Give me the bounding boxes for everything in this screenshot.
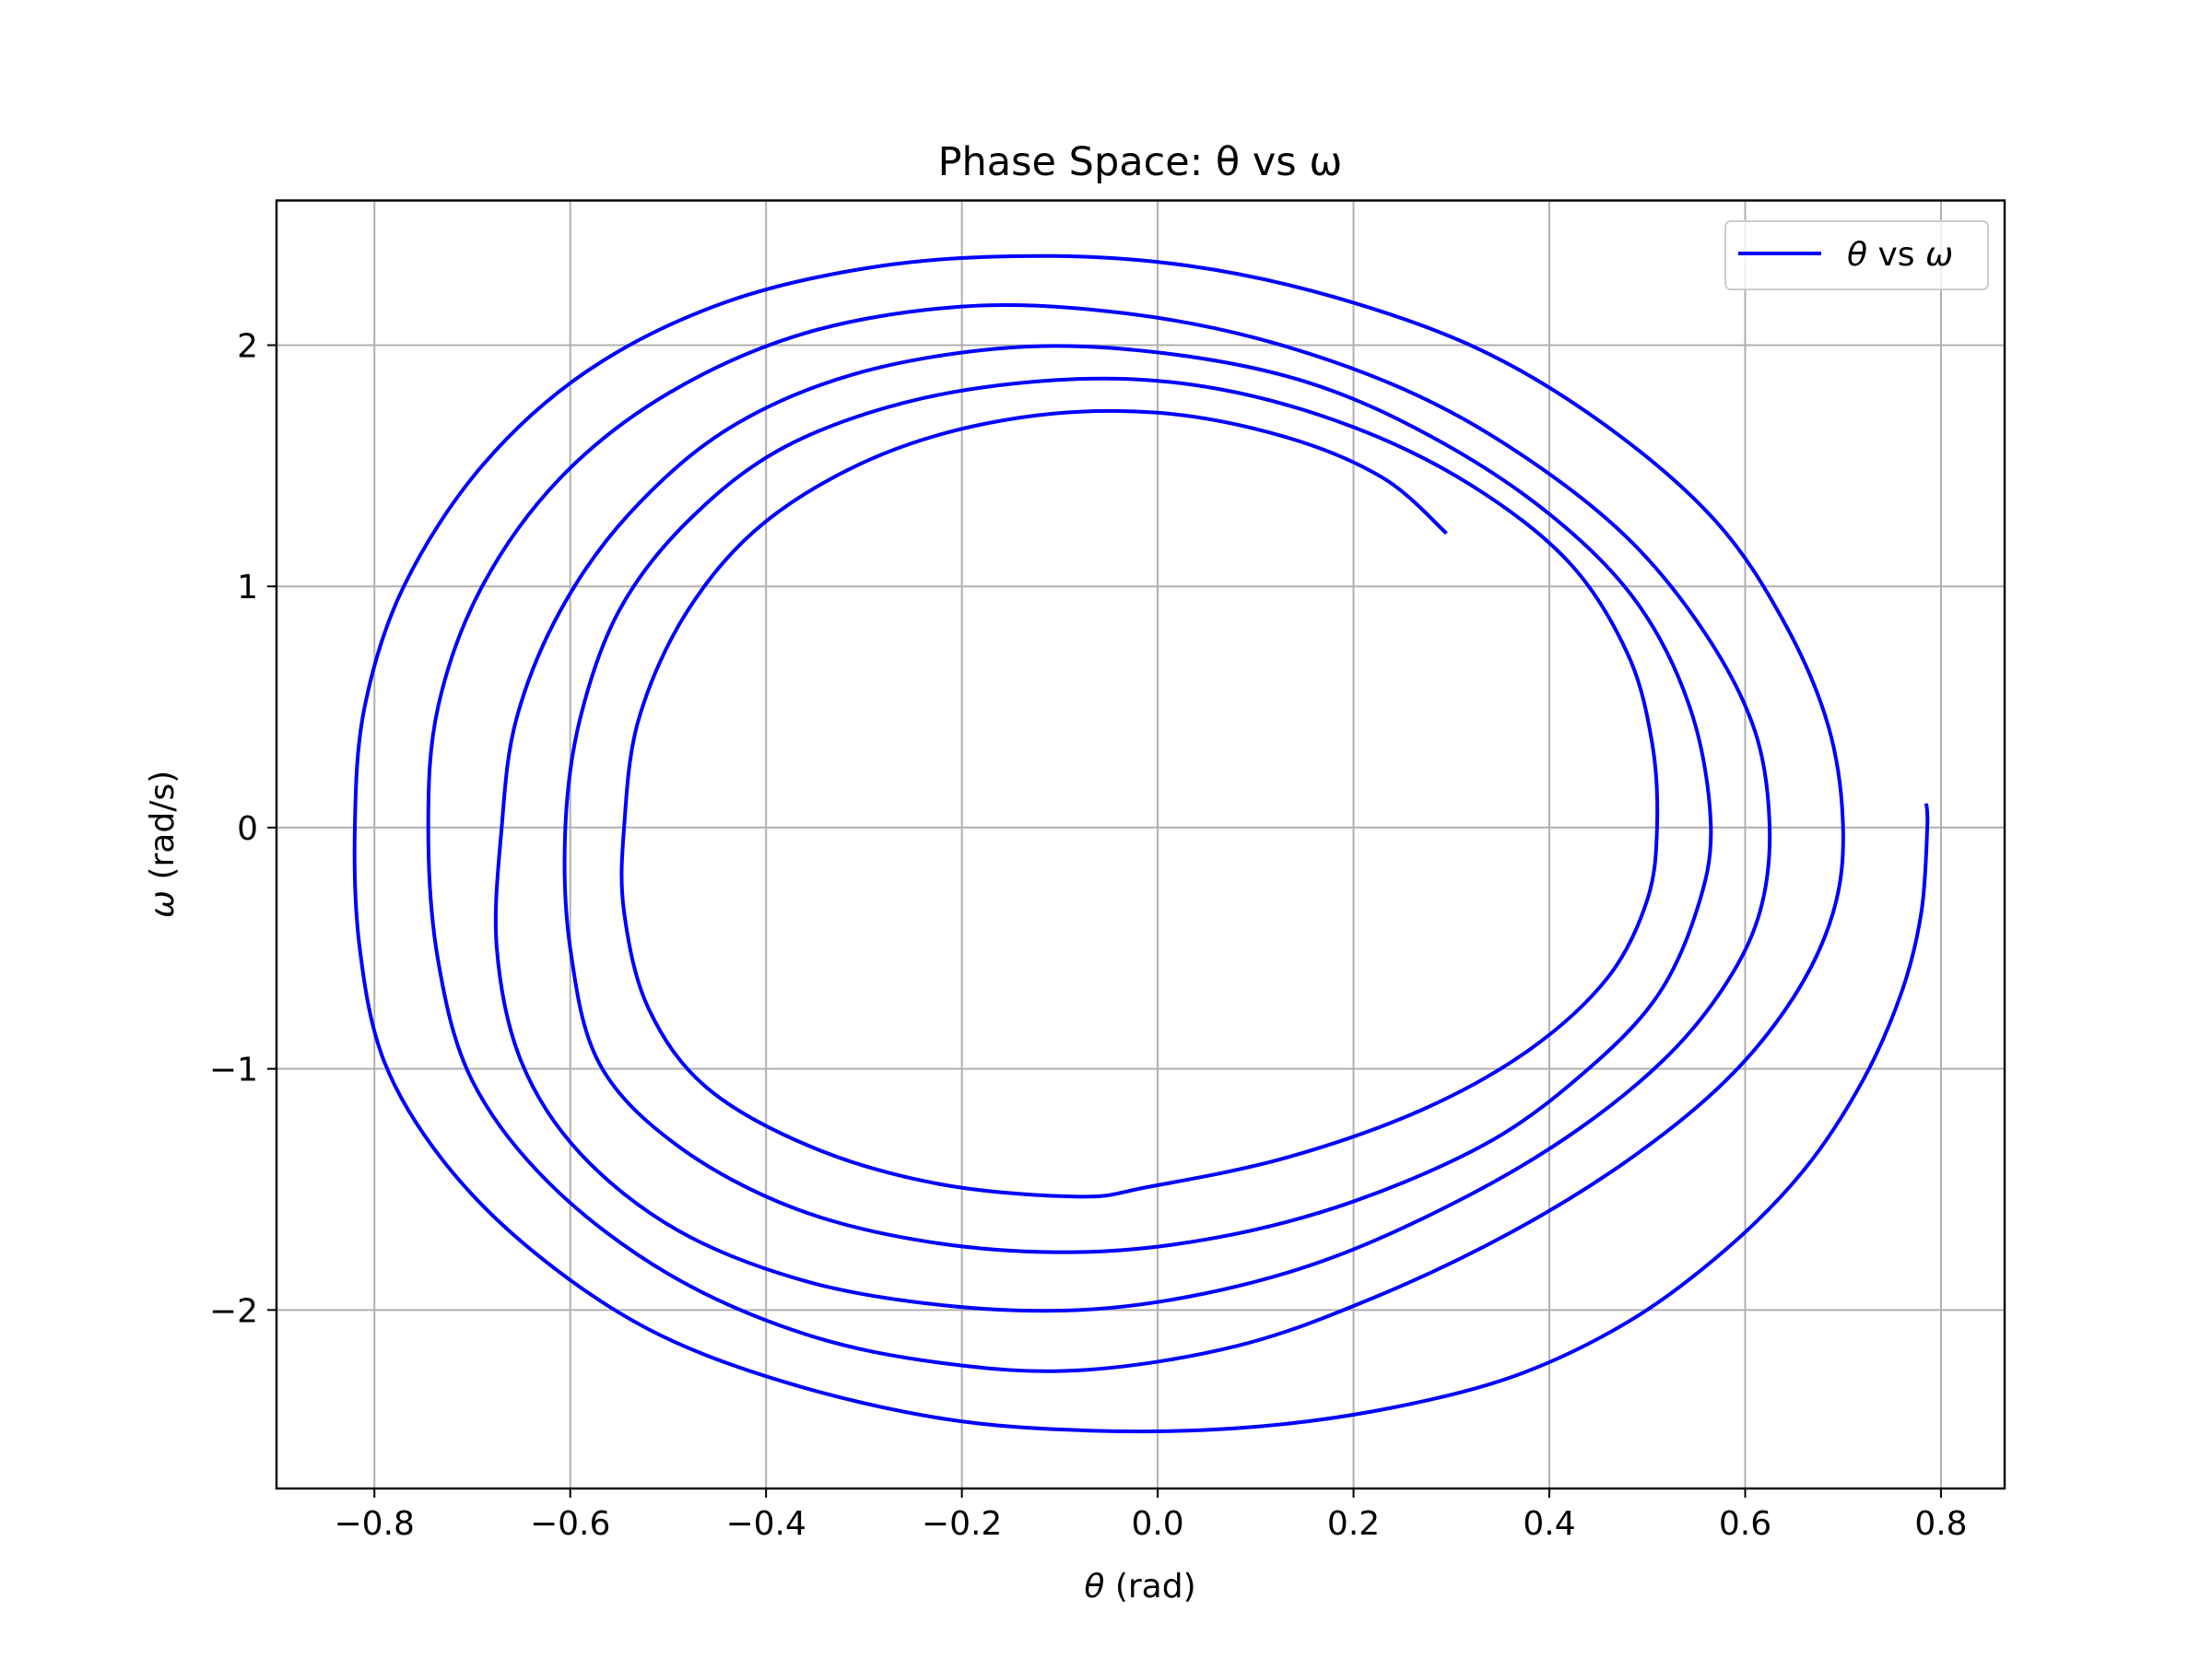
- x-tick-label: −0.8: [335, 1505, 415, 1543]
- x-tick-label: 0.6: [1719, 1505, 1771, 1543]
- y-tick-label: 1: [237, 569, 258, 606]
- y-axis-label-symbol: ω: [144, 890, 182, 918]
- x-tick-label: 0.8: [1914, 1505, 1967, 1543]
- legend-box: [1724, 220, 1989, 290]
- legend-label-vs: vs: [1867, 236, 1925, 274]
- x-axis-label: θ (rad): [1084, 1568, 1195, 1606]
- x-tick-label: 0.0: [1131, 1505, 1183, 1543]
- x-tick-label: −0.4: [725, 1505, 806, 1543]
- x-axis-label-unit: (rad): [1104, 1568, 1195, 1606]
- chart-title: Phase Space: θ vs ω: [938, 139, 1343, 185]
- x-tick-label: 0.2: [1327, 1505, 1380, 1543]
- legend: θ vs ω: [1724, 220, 1989, 290]
- y-tick-label: −2: [209, 1292, 258, 1330]
- series-line-theta-vs-omega: [352, 253, 1930, 1434]
- legend-label-omega: ω: [1925, 236, 1953, 274]
- legend-label-theta: θ: [1847, 236, 1867, 274]
- x-axis-label-symbol: θ: [1084, 1568, 1104, 1606]
- x-tick-label: 0.4: [1523, 1505, 1575, 1543]
- legend-label: θ vs ω: [1847, 236, 1953, 274]
- series-layer: [352, 253, 1930, 1434]
- grid: [276, 200, 2005, 1488]
- x-tick-label: −0.2: [922, 1505, 1002, 1543]
- x-tick-label: −0.6: [530, 1505, 610, 1543]
- plot-frame: [275, 199, 2006, 1490]
- ticks: −0.8 −0.6 −0.4 −0.2 0.0 0.2 0.4 0.6 0.8 −2 −1 0 1 2: [209, 328, 1968, 1543]
- y-tick-label: −1: [209, 1052, 258, 1089]
- y-axis-label-unit: (rad/s): [144, 771, 182, 890]
- y-tick-label: 2: [237, 328, 258, 366]
- y-axis-label: ω (rad/s): [144, 771, 182, 918]
- y-tick-label: 0: [237, 810, 258, 848]
